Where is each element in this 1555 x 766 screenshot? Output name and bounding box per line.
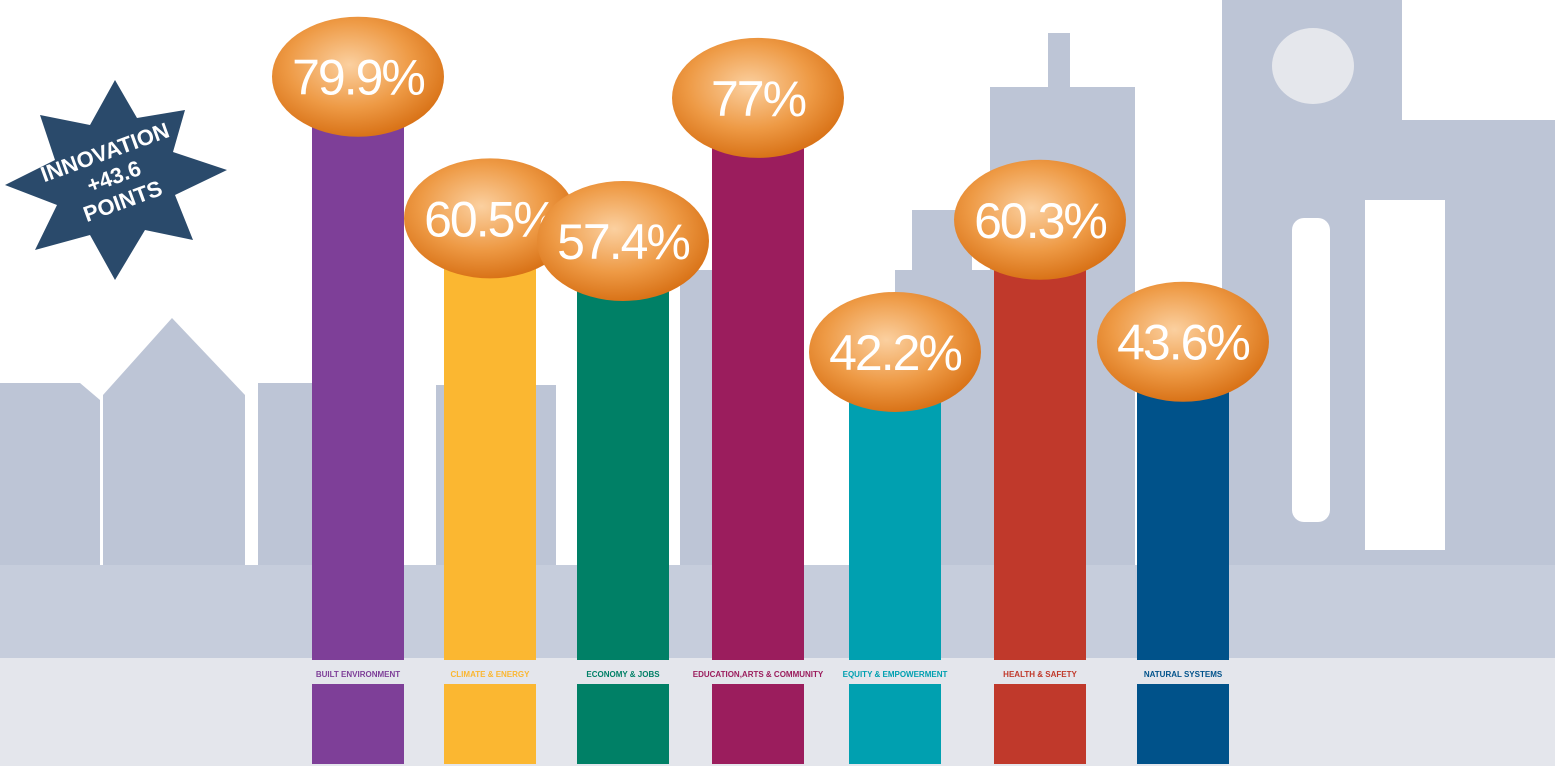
- bar: [312, 77, 404, 660]
- category-icon: [577, 684, 669, 764]
- starburst: INNOVATION +43.6 POINTS: [5, 80, 227, 280]
- category-icon: [849, 684, 941, 764]
- value-label: 79.9%: [292, 50, 424, 106]
- category-label: NATURAL SYSTEMS: [1144, 670, 1223, 679]
- category-label: EQUITY & EMPOWERMENT: [843, 670, 948, 679]
- value-label: 60.5%: [424, 191, 556, 247]
- bar: [444, 218, 536, 660]
- page: INNOVATION +43.6 POINTS 79.9% BUILT ENVIR…: [0, 0, 1555, 766]
- chart: INNOVATION +43.6 POINTS 79.9% BUILT ENVIR…: [0, 0, 1555, 766]
- value-label: 77%: [711, 71, 806, 127]
- value-label: 57.4%: [557, 214, 689, 270]
- category-icon: [1137, 684, 1229, 764]
- category-icon: [444, 684, 536, 764]
- value-label: 43.6%: [1117, 315, 1249, 371]
- bar: [712, 98, 804, 660]
- value-label: 60.3%: [974, 193, 1106, 249]
- category-label: CLIMATE & ENERGY: [451, 670, 531, 679]
- value-label: 42.2%: [829, 325, 961, 381]
- category-label: EDUCATION,ARTS & COMMUNITY: [693, 670, 824, 679]
- category-label: ECONOMY & JOBS: [586, 670, 660, 679]
- category-icon: [712, 684, 804, 764]
- category-icon: [312, 684, 404, 764]
- category-label: HEALTH & SAFETY: [1003, 670, 1077, 679]
- category-icon: [994, 684, 1086, 764]
- category-label: BUILT ENVIRONMENT: [316, 670, 400, 679]
- bar: [577, 241, 669, 660]
- bar: [994, 220, 1086, 660]
